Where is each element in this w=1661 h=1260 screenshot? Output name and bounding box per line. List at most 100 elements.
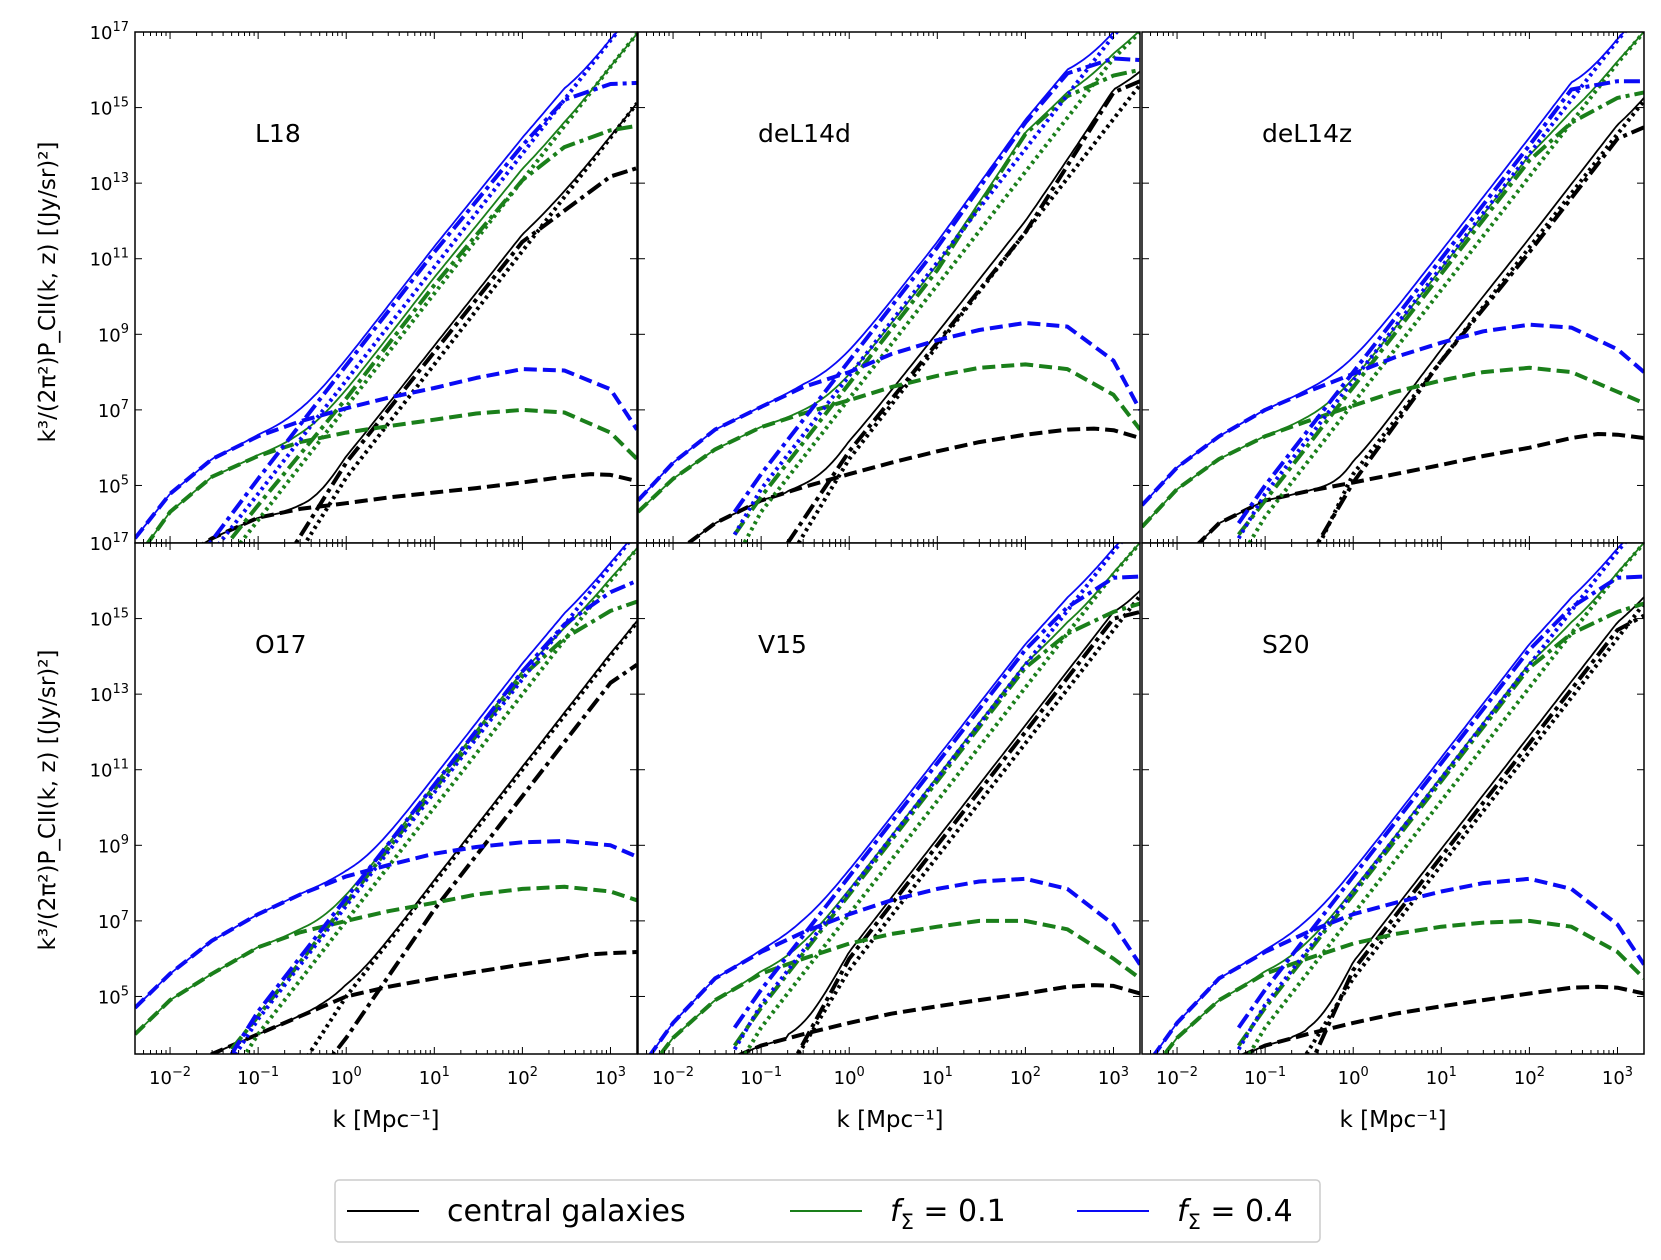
series-f-0.4-one-halo	[1236, 574, 1644, 1029]
plot-area	[1142, 543, 1644, 1054]
x-tick-label: 10−2	[652, 1065, 694, 1089]
y-axis-label-bottom: k³/(2π²)P_CII(k, z) [(Jy/sr)²]	[35, 650, 61, 951]
x-tick-label: 103	[1602, 1065, 1633, 1089]
series-f-0.1-shot	[1247, 32, 1644, 543]
x-ticks: 10−2 10−1 100 101 102 103	[134, 543, 638, 1089]
x-tick-label: 102	[1010, 1065, 1041, 1089]
y-tick-label: 1017	[90, 531, 129, 555]
series-f-0.4-total	[1142, 32, 1626, 506]
series-f-0.4-shot	[233, 543, 631, 1054]
series-central-galaxies-shot	[796, 594, 1140, 1054]
legend-label: central galaxies	[447, 1194, 686, 1229]
series-f-0.4-shot	[1236, 543, 1628, 1051]
series-f-0.1-shot	[742, 32, 1140, 543]
series-f-0.4-shot	[1236, 32, 1628, 540]
series-f-0.1-one-halo	[1237, 90, 1644, 536]
x-tick-label: 102	[1514, 1065, 1545, 1089]
series-f-0.4-one-halo	[732, 574, 1140, 1029]
y-tick-label: 109	[98, 322, 129, 346]
y-tick-label: 105	[98, 984, 129, 1008]
series-central-galaxies-total	[202, 102, 637, 543]
series-central-galaxies-one-halo	[786, 79, 1140, 543]
x-tick-label: 103	[1098, 1065, 1129, 1089]
y-ticks: 105 107 109 1011 1013 1015 1017	[90, 531, 637, 1008]
series-f-0.4-total	[135, 32, 619, 539]
panel-label: S20	[1262, 630, 1310, 659]
x-axis-label-2: k [Mpc⁻¹]	[836, 1107, 943, 1133]
series-f-0.1-shot	[743, 543, 1140, 1054]
x-tick-label: 10−2	[149, 1065, 191, 1089]
y-ticks	[638, 31, 1140, 486]
y-tick-label: 1015	[90, 606, 129, 630]
series-f-0.1-shot	[243, 547, 637, 1054]
panel-label: deL14d	[758, 119, 851, 148]
series-f-0.1-total	[146, 33, 637, 543]
legend-label: fΣ = 0.1	[890, 1194, 1006, 1234]
series-central-galaxies-total	[1243, 596, 1644, 1054]
series-central-galaxies-one-halo	[1315, 125, 1644, 543]
plot-area	[135, 32, 637, 543]
series-f-0.4-one-halo	[207, 80, 637, 543]
panels-layer: 105 107 109 1011 1013 1015 1017 L18 deL14d deL14z…	[90, 20, 1645, 1089]
panel-L18: 105 107 109 1011 1013 1015 1017 L18	[90, 20, 638, 544]
x-tick-label: 10−1	[237, 1065, 279, 1089]
legend: central galaxies fΣ = 0.1 fΣ = 0.4	[334, 1179, 1321, 1243]
panel-frame	[637, 542, 1141, 1055]
curves	[135, 543, 637, 1054]
series-f-0.4-total	[1153, 543, 1625, 1054]
y-tick-label: 1017	[90, 20, 129, 44]
series-f-0.4-total	[135, 543, 629, 1009]
series-central-galaxies-total	[686, 70, 1140, 543]
x-axis-label-1: k [Mpc⁻¹]	[332, 1107, 439, 1133]
series-f-0.4-total	[649, 543, 1121, 1054]
x-tick-label: 103	[595, 1065, 626, 1089]
curves	[135, 32, 637, 543]
y-tick-label: 107	[98, 909, 129, 933]
series-f-0.1-one-halo	[230, 123, 637, 540]
series-central-galaxies-two-halo	[736, 983, 1140, 1054]
x-ticks	[637, 32, 1141, 543]
series-f-0.1-shot	[1247, 543, 1644, 1054]
panel-label: V15	[758, 630, 807, 659]
y-axis-label-top: k³/(2π²)P_CII(k, z) [(Jy/sr)²]	[35, 142, 61, 443]
panel-label: O17	[255, 630, 307, 659]
y-tick-label: 1011	[90, 758, 129, 782]
curves	[648, 543, 1140, 1054]
panel-O17: 10−2 10−1 100 101 102 103 105 107 109 1011 1013 101…	[90, 531, 638, 1089]
x-axis-label-3: k [Mpc⁻¹]	[1339, 1107, 1446, 1133]
series-central-galaxies-total	[210, 620, 637, 1054]
curves	[638, 32, 1140, 543]
x-tick-label: 10−1	[740, 1065, 782, 1089]
y-tick-label: 105	[98, 473, 129, 497]
y-ticks	[1142, 542, 1644, 997]
panel-label: L18	[255, 119, 301, 148]
series-f-0.4-one-halo	[229, 578, 637, 1054]
x-tick-label: 100	[331, 1065, 362, 1089]
axis-labels: k³/(2π²)P_CII(k, z) [(Jy/sr)²] k³/(2π²)P…	[35, 142, 1447, 1133]
series-central-galaxies-one-halo	[795, 609, 1140, 1054]
x-tick-label: 100	[834, 1065, 865, 1089]
series-f-0.4-one-halo	[1236, 79, 1644, 525]
x-tick-label: 101	[419, 1065, 450, 1089]
panel-label: deL14z	[1262, 119, 1352, 148]
y-tick-label: 1015	[90, 95, 129, 119]
series-central-galaxies-shot	[796, 83, 1140, 543]
y-ticks	[1142, 31, 1644, 486]
series-central-galaxies-two-halo	[1240, 984, 1644, 1054]
plot-area	[135, 543, 637, 1054]
series-f-0.1-two-halo	[1162, 918, 1644, 1054]
y-tick-label: 1013	[90, 171, 129, 195]
curves	[1152, 543, 1644, 1054]
x-tick-label: 10−1	[1244, 1065, 1286, 1089]
series-f-0.1-two-halo	[658, 918, 1140, 1054]
y-tick-label: 1011	[90, 247, 129, 271]
y-ticks	[638, 542, 1140, 997]
series-central-galaxies-one-halo	[293, 166, 637, 543]
x-ticks: 10−2 10−1 100 101 102 103	[637, 543, 1141, 1089]
x-tick-label: 101	[922, 1065, 953, 1089]
panel-frame	[1141, 542, 1645, 1055]
panel-frame	[134, 542, 638, 1055]
panel-S20: 10−2 10−1 100 101 102 103 S20	[1141, 542, 1645, 1089]
plot-area	[638, 32, 1140, 543]
y-tick-label: 1013	[90, 682, 129, 706]
